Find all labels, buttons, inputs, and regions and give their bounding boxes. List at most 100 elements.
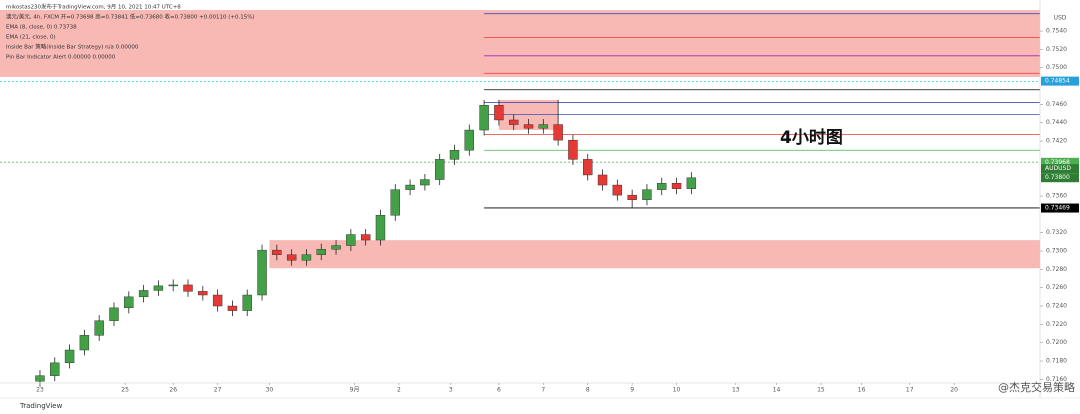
candle-body (94, 320, 104, 336)
y-tick-label: 0.7540 (1046, 28, 1067, 35)
x-tick-label: 27 (214, 387, 222, 394)
annotation: 4小时图 (780, 128, 843, 148)
y-tick-label: 0.7460 (1046, 101, 1067, 108)
price-badge-label: 0.73800 (1045, 174, 1070, 181)
candle-body (583, 159, 593, 176)
indicator-line: EMA (8, close, 0) 0.73738 (6, 25, 77, 31)
candle-body (360, 234, 371, 241)
candle-body (538, 124, 549, 129)
candle-body (124, 296, 134, 309)
price-badge-label: 0.74854 (1045, 78, 1070, 85)
price-badge (1041, 173, 1079, 183)
candle-body (138, 290, 149, 298)
x-tick-label: 25 (121, 387, 129, 394)
candle-body (509, 119, 519, 125)
candle-body (568, 139, 578, 160)
candle-body (449, 150, 460, 160)
symbol-label: AUDUSD (1045, 165, 1071, 172)
y-tick-label: 0.7440 (1046, 119, 1067, 126)
y-tick-label: 0.7360 (1046, 193, 1067, 200)
candle-body (109, 307, 119, 321)
candle-body (212, 294, 223, 307)
x-tick-label: 15 (817, 387, 825, 394)
candle-body (464, 129, 474, 151)
price-badge (1041, 157, 1079, 167)
x-tick-label: 8 (586, 387, 590, 394)
axis-background (1040, 0, 1080, 398)
x-tick-label: 9月 (350, 387, 360, 394)
y-tick-label: 0.7220 (1046, 321, 1067, 328)
y-tick-label: 0.7420 (1046, 138, 1067, 145)
zone (0, 10, 1040, 77)
x-tick-label: 23 (36, 387, 44, 394)
indicator-line: Pin Bar Indicator Alert 0.00000 0.00000 (6, 55, 116, 61)
candle-body (35, 375, 45, 382)
candle-body (50, 362, 60, 376)
x-tick-label: 26 (169, 387, 177, 394)
y-tick-label: 0.7180 (1046, 358, 1067, 365)
y-tick-label: 0.7520 (1046, 46, 1067, 53)
candle-body (242, 294, 252, 311)
candle-body (612, 184, 623, 196)
candle-body (272, 249, 282, 255)
candle-body (346, 234, 356, 246)
price-badge-label: 0.73469 (1045, 205, 1070, 212)
candle-body (227, 305, 238, 311)
brand: TradingView (19, 402, 63, 410)
candle-body (390, 189, 400, 216)
candle-body (405, 184, 415, 190)
x-tick-label: 3 (449, 387, 453, 394)
candle-body (657, 183, 667, 190)
watermark: @杰克交易策略 (998, 380, 1075, 394)
indicator-line: EMA (21, close, 0) (6, 35, 56, 41)
y-tick-label: 0.7280 (1046, 266, 1067, 273)
x-tick-label: 2 (397, 387, 401, 394)
y-tick-label: 0.7200 (1046, 339, 1067, 346)
x-tick-label: 14 (773, 387, 781, 394)
y-tick-label: 0.7240 (1046, 303, 1067, 310)
x-tick-label: 20 (950, 387, 958, 394)
candle-body (553, 124, 563, 141)
x-tick-label: 6 (497, 387, 501, 394)
price-badge (1041, 76, 1079, 86)
indicator-line: Inside Bar 策略(Inside Bar Strategy) n/a 0… (6, 43, 139, 51)
candle-body (420, 179, 430, 186)
candle-body (671, 183, 682, 189)
price-badge (1041, 203, 1079, 213)
candle-body (286, 254, 297, 261)
candles (35, 99, 697, 387)
candle-body (686, 177, 697, 189)
x-tick-label: 13 (732, 387, 740, 394)
symbol-line: 澳元/美元, 4h, FXCM 开=0.73698 高=0.73841 低=0.… (6, 13, 255, 21)
candle-body (479, 105, 489, 131)
candle-body (168, 284, 178, 287)
symbol-badge (1041, 164, 1079, 174)
price-badge-label: 0.73968 (1045, 159, 1070, 166)
zone (269, 240, 1040, 269)
candle-body (597, 174, 608, 186)
candle-body (523, 124, 534, 129)
candle-body (301, 254, 312, 261)
x-tick-label: 30 (266, 387, 274, 394)
axis-unit: USD (1054, 15, 1067, 22)
candle-body (183, 284, 193, 292)
y-tick-label: 0.7320 (1046, 229, 1067, 236)
overlays (0, 10, 1040, 269)
candle-body (198, 291, 208, 296)
y-tick-label: 0.7160 (1046, 376, 1067, 383)
x-tick-label: 7 (541, 387, 545, 394)
y-tick-label: 0.7260 (1046, 284, 1067, 291)
candle-body (642, 189, 652, 200)
author-line: mikostas230发布于TradingView.com, 9月 10, 20… (6, 3, 181, 11)
candle-body (494, 105, 504, 121)
x-tick-label: 17 (906, 387, 914, 394)
candle-body (434, 159, 445, 180)
candle-body (257, 249, 267, 296)
y-tick-label: 0.7300 (1046, 248, 1067, 255)
y-tick-label: 0.7500 (1046, 64, 1067, 71)
x-tick-label: 16 (858, 387, 866, 394)
candle-body (316, 248, 326, 255)
candle-body (331, 245, 341, 250)
